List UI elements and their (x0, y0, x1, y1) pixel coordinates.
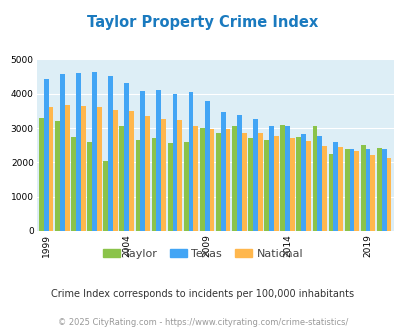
Bar (257, 133, 262, 231)
Bar (103, 161, 108, 231)
Bar (199, 128, 204, 231)
Bar (337, 147, 342, 231)
Bar (328, 154, 333, 231)
Bar (354, 151, 358, 231)
Bar (60, 74, 64, 231)
Bar (183, 142, 188, 231)
Bar (252, 119, 257, 231)
Bar (247, 138, 252, 231)
Bar (296, 137, 301, 231)
Bar (301, 134, 305, 231)
Bar (312, 126, 317, 231)
Bar (151, 138, 156, 231)
Bar (349, 149, 354, 231)
Bar (64, 105, 69, 231)
Bar (76, 73, 81, 231)
Text: Crime Index corresponds to incidents per 100,000 inhabitants: Crime Index corresponds to incidents per… (51, 289, 354, 299)
Bar (215, 133, 220, 231)
Bar (241, 133, 246, 231)
Bar (365, 148, 370, 231)
Bar (333, 142, 337, 231)
Bar (156, 90, 161, 231)
Bar (386, 157, 390, 231)
Bar (204, 101, 209, 231)
Bar (71, 137, 76, 231)
Bar (360, 145, 365, 231)
Bar (172, 94, 177, 231)
Legend: Taylor, Texas, National: Taylor, Texas, National (98, 245, 307, 263)
Bar (273, 136, 278, 231)
Bar (376, 148, 381, 231)
Bar (87, 142, 92, 231)
Bar (370, 155, 374, 231)
Bar (188, 92, 193, 231)
Bar (264, 140, 269, 231)
Bar (39, 118, 44, 231)
Bar (49, 108, 53, 231)
Bar (193, 126, 198, 231)
Bar (92, 73, 97, 231)
Bar (232, 126, 237, 231)
Text: Taylor Property Crime Index: Taylor Property Crime Index (87, 15, 318, 30)
Text: © 2025 CityRating.com - https://www.cityrating.com/crime-statistics/: © 2025 CityRating.com - https://www.city… (58, 318, 347, 327)
Bar (317, 136, 322, 231)
Bar (108, 76, 113, 231)
Bar (124, 83, 129, 231)
Bar (280, 125, 284, 231)
Bar (97, 108, 102, 231)
Bar (322, 146, 326, 231)
Bar (81, 106, 85, 231)
Bar (119, 126, 124, 231)
Bar (55, 121, 60, 231)
Bar (167, 144, 172, 231)
Bar (177, 120, 182, 231)
Bar (269, 126, 273, 231)
Bar (129, 111, 134, 231)
Bar (220, 112, 225, 231)
Bar (305, 141, 310, 231)
Bar (237, 115, 241, 231)
Bar (140, 91, 145, 231)
Bar (381, 149, 386, 231)
Bar (225, 129, 230, 231)
Bar (209, 129, 214, 231)
Bar (344, 149, 349, 231)
Bar (284, 126, 289, 231)
Bar (113, 110, 117, 231)
Bar (135, 140, 140, 231)
Bar (145, 116, 149, 231)
Bar (289, 138, 294, 231)
Bar (161, 119, 166, 231)
Bar (44, 79, 49, 231)
